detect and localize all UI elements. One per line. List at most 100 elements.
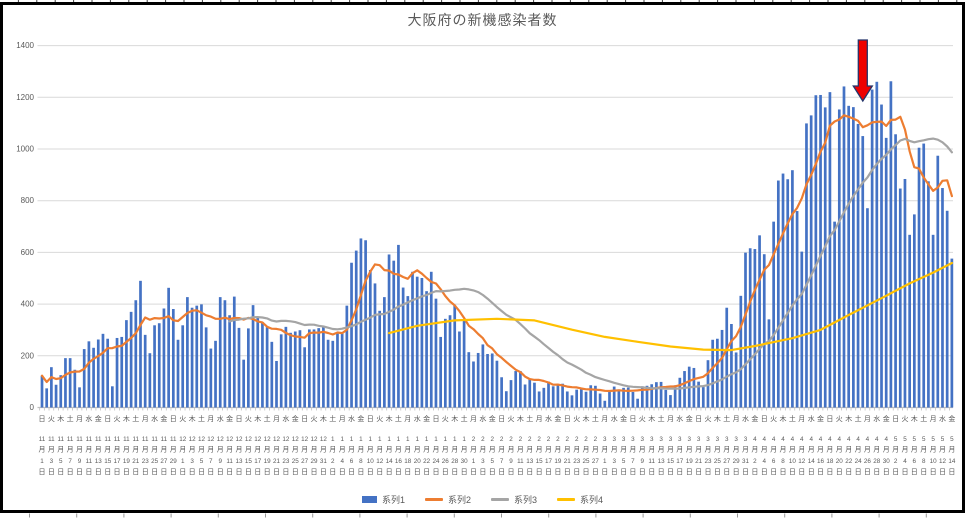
svg-text:木: 木	[254, 414, 261, 423]
svg-text:2: 2	[500, 436, 504, 443]
svg-text:月: 月	[620, 446, 627, 454]
svg-text:金: 金	[226, 414, 233, 423]
svg-text:日: 日	[414, 468, 421, 476]
svg-text:1: 1	[472, 458, 476, 465]
svg-text:日: 日	[236, 415, 243, 423]
svg-text:日: 日	[723, 468, 730, 476]
svg-text:1: 1	[444, 436, 448, 443]
svg-text:月: 月	[695, 446, 702, 454]
svg-text:月: 月	[114, 446, 121, 454]
svg-text:12: 12	[207, 436, 215, 443]
svg-text:月: 月	[770, 446, 777, 454]
svg-text:木: 木	[583, 414, 590, 423]
svg-text:30: 30	[883, 458, 891, 465]
svg-text:2: 2	[509, 436, 513, 443]
svg-text:日: 日	[226, 468, 233, 476]
svg-text:木: 木	[517, 414, 524, 423]
svg-text:日: 日	[376, 468, 383, 476]
annotation-group	[852, 39, 874, 103]
svg-text:日: 日	[864, 468, 871, 476]
svg-text:4: 4	[809, 436, 813, 443]
svg-text:金: 金	[686, 414, 693, 423]
svg-text:日: 日	[564, 468, 571, 476]
svg-text:日: 日	[911, 468, 918, 476]
svg-text:4: 4	[763, 436, 767, 443]
svg-text:月: 月	[873, 446, 880, 454]
svg-text:月: 月	[855, 446, 862, 454]
svg-text:18: 18	[826, 458, 834, 465]
svg-text:月: 月	[526, 446, 533, 454]
svg-text:月: 月	[245, 446, 252, 454]
svg-text:10: 10	[367, 458, 375, 465]
svg-text:日: 日	[207, 468, 214, 476]
svg-text:8: 8	[781, 458, 785, 465]
svg-text:日: 日	[95, 468, 102, 476]
svg-text:11: 11	[95, 436, 102, 443]
svg-text:月: 月	[104, 446, 111, 454]
svg-text:17: 17	[545, 458, 553, 465]
svg-text:月: 月	[132, 446, 139, 454]
svg-text:月: 月	[479, 446, 486, 454]
svg-text:月: 月	[864, 415, 871, 423]
svg-text:1: 1	[359, 436, 363, 443]
svg-text:日: 日	[629, 415, 636, 423]
svg-text:日: 日	[948, 468, 955, 476]
svg-text:月: 月	[742, 446, 749, 454]
svg-text:21: 21	[273, 458, 281, 465]
svg-text:日: 日	[826, 415, 833, 423]
svg-text:日: 日	[386, 468, 393, 476]
svg-text:土: 土	[264, 414, 271, 423]
svg-text:日: 日	[348, 468, 355, 476]
svg-text:土: 土	[329, 414, 336, 423]
svg-text:10: 10	[930, 458, 938, 465]
svg-text:月: 月	[67, 446, 74, 454]
svg-text:日: 日	[573, 468, 580, 476]
svg-text:1: 1	[425, 436, 429, 443]
svg-text:日: 日	[695, 468, 702, 476]
svg-text:4: 4	[903, 458, 907, 465]
svg-text:日: 日	[104, 468, 111, 476]
svg-text:日: 日	[592, 468, 599, 476]
svg-text:2: 2	[547, 436, 551, 443]
svg-text:月: 月	[198, 446, 205, 454]
legend-label-1: 系列1	[381, 495, 405, 505]
svg-text:19: 19	[686, 458, 694, 465]
svg-text:月: 月	[76, 446, 83, 454]
svg-text:日: 日	[498, 468, 505, 476]
svg-text:12: 12	[798, 458, 806, 465]
svg-text:金: 金	[357, 414, 364, 423]
svg-text:水: 水	[479, 414, 486, 423]
svg-text:5: 5	[941, 436, 945, 443]
svg-text:2: 2	[753, 458, 757, 465]
svg-text:木: 木	[714, 414, 721, 423]
svg-text:木: 木	[780, 414, 787, 423]
svg-text:17: 17	[676, 458, 684, 465]
svg-text:22: 22	[423, 458, 431, 465]
svg-text:月: 月	[470, 415, 477, 423]
svg-text:月: 月	[667, 415, 674, 423]
svg-text:日: 日	[639, 468, 646, 476]
svg-text:日: 日	[123, 468, 130, 476]
svg-text:8: 8	[359, 458, 363, 465]
svg-text:19: 19	[123, 458, 131, 465]
svg-text:日: 日	[198, 468, 205, 476]
svg-text:11: 11	[86, 436, 93, 443]
svg-text:12: 12	[282, 436, 290, 443]
svg-text:月: 月	[142, 446, 149, 454]
svg-text:0: 0	[30, 403, 35, 412]
svg-text:11: 11	[142, 436, 149, 443]
svg-text:11: 11	[151, 436, 158, 443]
svg-text:月: 月	[57, 446, 64, 454]
svg-text:日: 日	[770, 468, 777, 476]
svg-text:日: 日	[339, 468, 346, 476]
svg-text:月: 月	[948, 446, 955, 454]
svg-text:土: 土	[132, 414, 139, 423]
svg-text:月: 月	[348, 446, 355, 454]
svg-text:金: 金	[817, 414, 824, 423]
svg-text:日: 日	[104, 415, 111, 423]
svg-text:1: 1	[462, 436, 466, 443]
svg-text:26: 26	[864, 458, 872, 465]
legend-marker-3	[491, 498, 509, 501]
